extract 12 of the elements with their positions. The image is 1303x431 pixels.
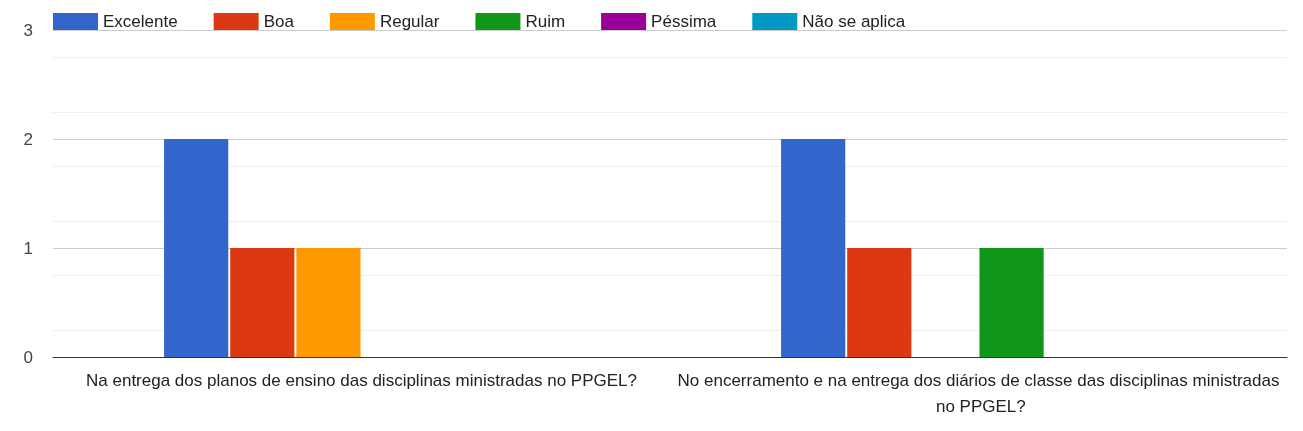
y-tick-label: 0 xyxy=(23,347,33,367)
legend-label: Péssima xyxy=(651,12,717,31)
x-tick-label: No encerramento e na entrega dos diários de classe das disciplinas ministradas no PPGEL? xyxy=(677,370,1280,416)
legend-label: Excelente xyxy=(103,12,178,31)
legend-label: Ruim xyxy=(525,12,566,31)
y-tick-label: 3 xyxy=(23,20,33,40)
x-tick-label: Na entrega dos planos de ensino das disciplinas ministradas no PPGEL? xyxy=(86,370,637,390)
legend-label: Boa xyxy=(263,12,295,31)
y-tick-label: 2 xyxy=(23,129,33,149)
legend-label: Regular xyxy=(379,12,440,31)
legend-label: Não se aplica xyxy=(802,12,906,31)
y-tick-label: 1 xyxy=(23,238,33,258)
